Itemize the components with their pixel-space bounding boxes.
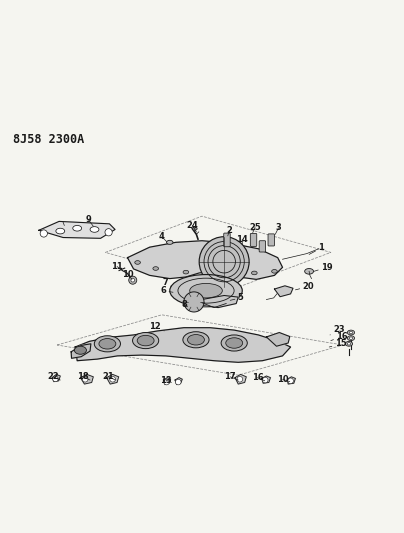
Text: 25: 25 — [249, 223, 261, 233]
Polygon shape — [287, 377, 295, 384]
Ellipse shape — [56, 228, 65, 234]
Ellipse shape — [90, 227, 99, 232]
Text: 17: 17 — [224, 373, 238, 381]
Polygon shape — [52, 374, 60, 382]
Text: 10: 10 — [277, 375, 290, 384]
Circle shape — [131, 278, 135, 282]
Circle shape — [184, 292, 204, 312]
Ellipse shape — [135, 261, 141, 264]
Text: 8J58 2300A: 8J58 2300A — [13, 133, 84, 146]
Text: 6: 6 — [160, 286, 173, 295]
Polygon shape — [163, 377, 170, 384]
Text: 10: 10 — [122, 270, 134, 279]
Text: 16: 16 — [331, 332, 348, 341]
Ellipse shape — [347, 330, 355, 335]
Text: 8: 8 — [181, 300, 187, 309]
Polygon shape — [75, 328, 290, 362]
Circle shape — [288, 378, 293, 384]
Text: 4: 4 — [159, 232, 166, 241]
Ellipse shape — [271, 270, 277, 273]
Polygon shape — [235, 374, 246, 384]
FancyBboxPatch shape — [224, 233, 230, 247]
Polygon shape — [266, 333, 290, 346]
Polygon shape — [39, 221, 115, 238]
Circle shape — [40, 230, 47, 237]
Ellipse shape — [170, 274, 242, 307]
Text: 16: 16 — [252, 373, 265, 382]
Text: 5: 5 — [230, 293, 244, 302]
Ellipse shape — [226, 338, 243, 348]
Ellipse shape — [305, 269, 314, 274]
Ellipse shape — [183, 332, 209, 348]
Ellipse shape — [349, 332, 353, 334]
FancyBboxPatch shape — [259, 241, 265, 252]
Polygon shape — [71, 344, 91, 358]
Circle shape — [199, 237, 249, 287]
Ellipse shape — [183, 270, 189, 274]
Text: 1: 1 — [309, 244, 324, 254]
Ellipse shape — [137, 335, 154, 346]
Polygon shape — [200, 295, 238, 308]
Circle shape — [164, 379, 169, 385]
Circle shape — [53, 376, 58, 382]
Ellipse shape — [252, 271, 257, 274]
Polygon shape — [107, 374, 119, 384]
Ellipse shape — [347, 343, 351, 345]
Circle shape — [262, 377, 268, 383]
Circle shape — [82, 376, 88, 382]
Text: 13: 13 — [160, 376, 172, 384]
Ellipse shape — [221, 335, 247, 351]
Ellipse shape — [94, 336, 120, 352]
Text: 23: 23 — [330, 325, 345, 335]
Ellipse shape — [73, 225, 82, 231]
Ellipse shape — [345, 341, 353, 346]
Text: 21: 21 — [103, 373, 116, 381]
Ellipse shape — [99, 338, 116, 349]
Circle shape — [237, 376, 243, 382]
Text: 7: 7 — [162, 278, 171, 287]
FancyBboxPatch shape — [268, 234, 274, 246]
Circle shape — [105, 229, 112, 236]
Text: 11: 11 — [111, 262, 123, 271]
Text: 15: 15 — [329, 340, 346, 348]
Ellipse shape — [133, 333, 159, 349]
Ellipse shape — [153, 266, 158, 270]
Ellipse shape — [190, 284, 222, 298]
Text: 19: 19 — [314, 263, 332, 272]
Text: 12: 12 — [149, 321, 164, 331]
Polygon shape — [274, 286, 293, 297]
Circle shape — [110, 376, 116, 382]
Text: 24: 24 — [187, 221, 198, 232]
Text: 2: 2 — [226, 226, 232, 236]
Polygon shape — [80, 374, 93, 384]
Text: 22: 22 — [47, 373, 60, 381]
Ellipse shape — [74, 346, 86, 354]
Text: 9: 9 — [86, 215, 93, 226]
Ellipse shape — [187, 335, 204, 345]
FancyBboxPatch shape — [250, 233, 257, 246]
Ellipse shape — [347, 336, 355, 341]
Ellipse shape — [349, 337, 353, 340]
Polygon shape — [175, 377, 182, 384]
Text: 3: 3 — [275, 223, 281, 235]
Text: 20: 20 — [295, 282, 314, 291]
Ellipse shape — [166, 240, 173, 244]
Polygon shape — [261, 376, 270, 383]
Text: 18: 18 — [77, 373, 90, 381]
Polygon shape — [128, 241, 282, 279]
Circle shape — [175, 379, 181, 385]
Ellipse shape — [192, 227, 197, 230]
Text: 14: 14 — [236, 235, 248, 245]
Circle shape — [129, 276, 137, 284]
